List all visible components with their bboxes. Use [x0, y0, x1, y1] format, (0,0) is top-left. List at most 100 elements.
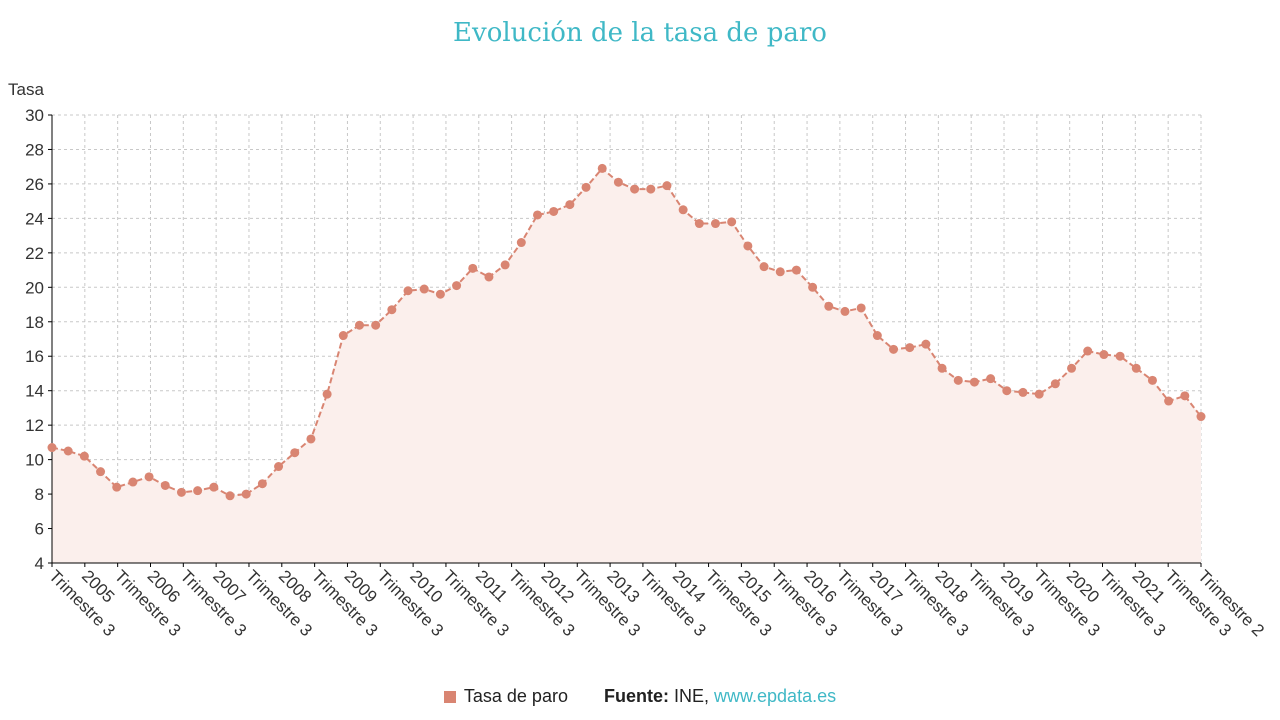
data-point[interactable] [953, 375, 963, 385]
data-point[interactable] [47, 443, 57, 453]
data-point[interactable] [630, 184, 640, 194]
data-point[interactable] [290, 448, 300, 458]
data-point[interactable] [1196, 412, 1206, 422]
data-point[interactable] [921, 339, 931, 349]
y-tick-label: 28 [25, 140, 44, 159]
data-point[interactable] [468, 263, 478, 273]
source-text: INE, [673, 686, 709, 706]
data-point[interactable] [176, 487, 186, 497]
data-point[interactable] [581, 182, 591, 192]
chart-title: Evolución de la tasa de paro [453, 18, 827, 48]
y-tick-label: 22 [25, 244, 44, 263]
y-tick-label: 20 [25, 278, 44, 297]
data-point[interactable] [613, 177, 623, 187]
area-fill-layer [52, 168, 1201, 563]
y-axis-label: Tasa [8, 80, 44, 99]
data-point[interactable] [96, 467, 106, 477]
data-point[interactable] [791, 265, 801, 275]
data-point[interactable] [678, 205, 688, 215]
data-point[interactable] [1083, 346, 1093, 356]
data-point[interactable] [1115, 351, 1125, 361]
data-point[interactable] [322, 389, 332, 399]
data-point[interactable] [79, 451, 89, 461]
data-point[interactable] [516, 238, 526, 248]
y-tick-label: 8 [35, 485, 44, 504]
data-point[interactable] [694, 219, 704, 229]
legend-swatch [443, 691, 456, 703]
data-point[interactable] [371, 320, 381, 330]
data-point[interactable] [743, 241, 753, 251]
y-tick-label: 16 [25, 347, 44, 366]
data-point[interactable] [711, 219, 721, 229]
data-point[interactable] [1164, 396, 1174, 406]
data-point[interactable] [338, 331, 348, 341]
data-point[interactable] [597, 163, 607, 173]
axes [48, 114, 1202, 567]
data-point[interactable] [905, 343, 915, 353]
data-point[interactable] [241, 489, 251, 499]
data-point[interactable] [646, 184, 656, 194]
data-point[interactable] [225, 491, 235, 501]
source-link[interactable]: www.epdata.es [714, 686, 837, 706]
data-point[interactable] [274, 462, 284, 472]
data-point[interactable] [484, 272, 494, 282]
data-point[interactable] [419, 284, 429, 294]
data-point[interactable] [193, 486, 203, 496]
data-point[interactable] [160, 480, 170, 490]
y-tick-label: 30 [25, 106, 44, 125]
data-point[interactable] [144, 472, 154, 482]
data-point[interactable] [986, 374, 996, 384]
data-point[interactable] [549, 206, 559, 216]
y-tick-label: 24 [25, 209, 44, 228]
data-point[interactable] [209, 482, 219, 492]
data-point[interactable] [112, 482, 122, 492]
data-point[interactable] [63, 446, 73, 456]
series-area [52, 168, 1201, 563]
data-point[interactable] [1050, 379, 1060, 389]
data-point[interactable] [808, 282, 818, 292]
y-tick-label: 14 [25, 382, 44, 401]
data-point[interactable] [856, 303, 866, 313]
data-point[interactable] [257, 479, 267, 489]
data-point[interactable] [727, 217, 737, 227]
data-point[interactable] [775, 267, 785, 277]
legend-series-label[interactable]: Tasa de paro [463, 686, 568, 706]
data-point[interactable] [1002, 386, 1012, 396]
data-point[interactable] [1099, 350, 1109, 360]
data-point[interactable] [872, 331, 882, 341]
data-point[interactable] [452, 281, 462, 291]
y-tick-label: 12 [25, 416, 44, 435]
data-point[interactable] [565, 200, 575, 210]
data-point[interactable] [1180, 391, 1190, 401]
y-tick-label: 26 [25, 175, 44, 194]
data-point[interactable] [532, 210, 542, 220]
data-point[interactable] [969, 377, 979, 387]
y-tick-label: 10 [25, 451, 44, 470]
data-point[interactable] [824, 301, 834, 311]
y-tick-labels: 4 6 8 10 12 14 16 18 20 22 24 26 28 30 [25, 106, 44, 573]
data-point[interactable] [403, 286, 413, 296]
data-point[interactable] [387, 305, 397, 315]
data-point[interactable] [759, 262, 769, 272]
data-point[interactable] [435, 289, 445, 299]
data-point[interactable] [840, 306, 850, 316]
data-points [47, 163, 1206, 501]
y-tick-label: 6 [35, 520, 44, 539]
data-point[interactable] [889, 344, 899, 354]
data-point[interactable] [937, 363, 947, 373]
y-tick-label: 4 [35, 554, 44, 573]
y-tick-label: 18 [25, 313, 44, 332]
data-point[interactable] [662, 181, 672, 191]
data-point[interactable] [1034, 389, 1044, 399]
data-point[interactable] [306, 434, 316, 444]
data-point[interactable] [500, 260, 510, 270]
data-point[interactable] [1147, 375, 1157, 385]
data-point[interactable] [1067, 363, 1077, 373]
data-point[interactable] [128, 477, 138, 487]
legend: Tasa de paro Fuente: INE, www.epdata.es [0, 686, 1280, 707]
data-point[interactable] [354, 320, 364, 330]
data-point[interactable] [1131, 363, 1141, 373]
data-point[interactable] [1018, 387, 1028, 397]
